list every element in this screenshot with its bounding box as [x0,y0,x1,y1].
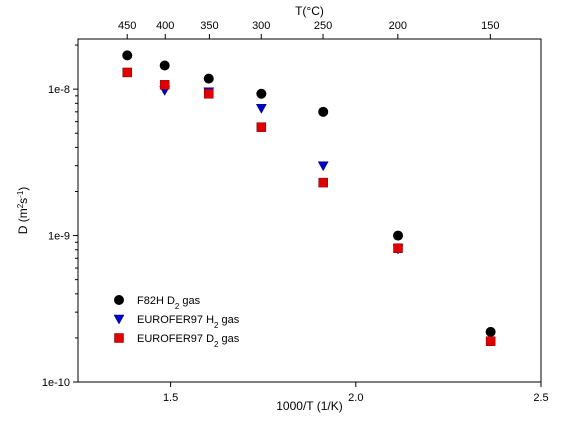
legend-label: EUROFER97 H2 gas [137,314,240,330]
legend-label-part: gas [218,333,239,345]
legend-marker [114,333,124,343]
x2-tick-label: 200 [389,20,407,32]
data-point-series-3 [159,80,170,90]
legend-label-part: gas [179,295,200,307]
plot-frame [77,38,542,383]
x-tick-label: 2.0 [348,392,363,404]
data-point-series-3 [256,122,267,132]
data-points [122,50,496,346]
data-point-series-1 [203,73,214,84]
x-tick-label: 2.5 [533,392,548,404]
legend-label-subscript: 2 [175,302,180,311]
x2-axis-label: T(°C) [295,4,324,18]
data-point-series-1 [393,230,404,241]
data-point-series-1 [159,60,170,71]
legend-label-part: F82H D [137,295,175,307]
y-axis-label-part: D (m [16,208,30,234]
y-axis-label-part: s [16,198,30,204]
data-point-series-2 [255,104,267,114]
y-tick-label: 1e-9 [48,231,70,243]
x2-tick-label: 250 [314,20,332,32]
legend-label-subscript: 2 [214,340,219,349]
y-tick-label: 1e-10 [42,377,70,389]
data-point-series-1 [318,106,329,117]
legend-marker [114,295,124,305]
legend-label: EUROFER97 D2 gas [137,333,240,349]
y-tick-label: 1e-8 [48,84,70,96]
legend-label-part: EUROFER97 H [137,314,214,326]
data-point-series-1 [256,88,267,99]
data-point-series-3 [393,243,403,253]
x-tick-label: 1.5 [163,392,178,404]
y-axis-label-superscript: 2 [16,203,25,208]
data-point-series-1 [122,50,133,61]
legend-label-part: EUROFER97 D [137,333,214,345]
axes: 1.5 2.0 2.5 450 400 350 300 250 200 150 1e-10 1e-9 1… [16,4,549,413]
data-point-series-1 [485,326,496,337]
data-point-series-3 [204,89,214,99]
x2-tick-label: 350 [200,20,218,32]
data-point-series-3 [318,177,328,188]
x2-tick-label: 400 [156,20,174,32]
y-axis-label: D (m2s-1) [16,187,31,235]
x2-tick-label: 300 [252,20,270,32]
legend-label-part: gas [218,314,239,326]
y-axis-label-superscript: -1 [16,190,25,198]
x2-tick-label: 150 [481,20,499,32]
legend-marker [113,314,125,325]
data-point-series-3 [485,336,496,346]
data-point-series-3 [122,67,133,78]
y-axis-label-part: ) [16,187,30,191]
legend-label: F82H D2 gas [137,295,201,311]
data-point-series-2 [317,161,329,172]
x2-tick-label: 450 [118,20,136,32]
legend-label-subscript: 2 [214,321,219,330]
x-axis-label: 1000/T (1/K) [276,399,342,413]
